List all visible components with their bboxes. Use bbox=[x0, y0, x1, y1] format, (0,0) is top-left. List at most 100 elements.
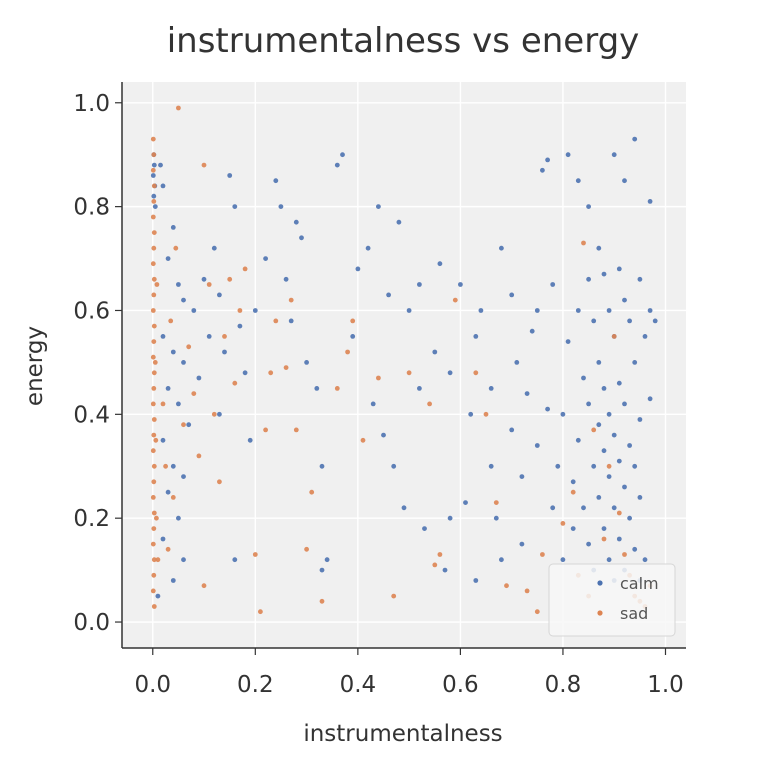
point-calm bbox=[176, 515, 181, 521]
y-tick-label: 0.4 bbox=[73, 402, 110, 428]
point-sad bbox=[376, 375, 381, 381]
point-sad bbox=[191, 391, 197, 396]
point-sad bbox=[154, 282, 160, 287]
point-sad bbox=[524, 588, 530, 594]
point-calm bbox=[616, 266, 622, 272]
point-calm bbox=[150, 173, 156, 178]
point-calm bbox=[417, 386, 422, 391]
point-calm bbox=[601, 271, 607, 277]
point-sad bbox=[606, 463, 612, 469]
point-sad bbox=[601, 536, 607, 542]
point-calm bbox=[365, 245, 371, 251]
point-sad bbox=[263, 427, 268, 433]
point-calm bbox=[647, 199, 653, 204]
point-calm bbox=[232, 557, 238, 563]
point-sad bbox=[151, 386, 157, 391]
point-sad bbox=[427, 401, 432, 407]
point-calm bbox=[278, 204, 284, 210]
point-sad bbox=[570, 489, 576, 495]
point-calm bbox=[237, 323, 243, 329]
point-calm bbox=[488, 386, 494, 391]
point-calm bbox=[550, 505, 556, 511]
point-sad bbox=[345, 349, 350, 355]
point-calm bbox=[632, 463, 638, 469]
point-sad bbox=[151, 276, 157, 282]
point-sad bbox=[151, 479, 157, 485]
point-sad bbox=[151, 526, 157, 531]
point-sad bbox=[165, 546, 171, 552]
point-sad bbox=[151, 230, 157, 236]
x-axis-label: instrumentalness bbox=[303, 721, 502, 747]
point-sad bbox=[176, 105, 181, 111]
point-sad bbox=[151, 510, 157, 516]
point-sad bbox=[222, 334, 227, 339]
point-sad bbox=[273, 318, 279, 324]
point-sad bbox=[150, 588, 156, 594]
point-calm bbox=[158, 162, 163, 168]
point-calm bbox=[606, 474, 612, 479]
point-sad bbox=[150, 167, 156, 173]
point-calm bbox=[170, 463, 176, 469]
point-sad bbox=[163, 463, 169, 469]
legend-calm-label: calm bbox=[620, 574, 659, 593]
point-calm bbox=[632, 546, 638, 552]
point-sad bbox=[211, 411, 217, 417]
point-calm bbox=[570, 526, 576, 531]
point-calm bbox=[596, 422, 602, 428]
point-calm bbox=[227, 173, 233, 178]
point-calm bbox=[170, 578, 176, 583]
data-points bbox=[150, 105, 658, 615]
point-calm bbox=[493, 515, 499, 521]
plot-area bbox=[122, 82, 686, 648]
point-sad bbox=[540, 552, 545, 557]
point-sad bbox=[622, 552, 627, 557]
legend-sad-marker bbox=[597, 610, 603, 616]
legend-sad-label: sad bbox=[620, 604, 648, 623]
legend: calm sad bbox=[548, 563, 676, 637]
point-calm bbox=[637, 417, 643, 422]
point-sad bbox=[232, 380, 238, 386]
point-calm bbox=[622, 297, 627, 303]
point-calm bbox=[170, 225, 176, 230]
point-calm bbox=[575, 178, 581, 184]
point-calm bbox=[591, 318, 597, 324]
point-calm bbox=[442, 567, 448, 573]
point-calm bbox=[540, 167, 545, 173]
point-sad bbox=[432, 562, 438, 568]
point-calm bbox=[534, 443, 540, 448]
point-sad bbox=[252, 552, 258, 557]
chart-title: instrumentalness vs energy bbox=[167, 21, 640, 61]
point-calm bbox=[160, 437, 166, 443]
point-calm bbox=[319, 567, 325, 573]
point-sad bbox=[154, 515, 159, 521]
point-calm bbox=[642, 334, 648, 339]
point-sad bbox=[151, 417, 157, 422]
point-calm bbox=[622, 484, 627, 490]
point-sad bbox=[304, 546, 309, 552]
point-calm bbox=[581, 505, 586, 511]
point-calm bbox=[447, 370, 453, 376]
point-calm bbox=[565, 339, 571, 344]
point-calm bbox=[519, 474, 525, 479]
point-calm bbox=[514, 360, 520, 365]
point-calm bbox=[632, 136, 638, 142]
point-calm bbox=[611, 152, 617, 158]
point-calm bbox=[473, 578, 479, 583]
point-sad bbox=[268, 370, 274, 376]
point-calm bbox=[642, 557, 648, 563]
point-calm bbox=[586, 401, 591, 407]
point-calm bbox=[509, 292, 515, 298]
point-sad bbox=[153, 437, 159, 443]
point-sad bbox=[151, 245, 157, 251]
point-calm bbox=[534, 308, 540, 313]
point-calm bbox=[391, 463, 397, 469]
legend-box bbox=[548, 563, 676, 637]
point-sad bbox=[217, 479, 222, 485]
point-calm bbox=[181, 297, 186, 303]
point-sad bbox=[611, 334, 617, 339]
y-tick-label: 1.0 bbox=[73, 91, 110, 117]
point-calm bbox=[606, 557, 612, 563]
x-tick-label: 1.0 bbox=[647, 672, 684, 698]
point-sad bbox=[258, 609, 263, 615]
point-sad bbox=[201, 583, 207, 589]
